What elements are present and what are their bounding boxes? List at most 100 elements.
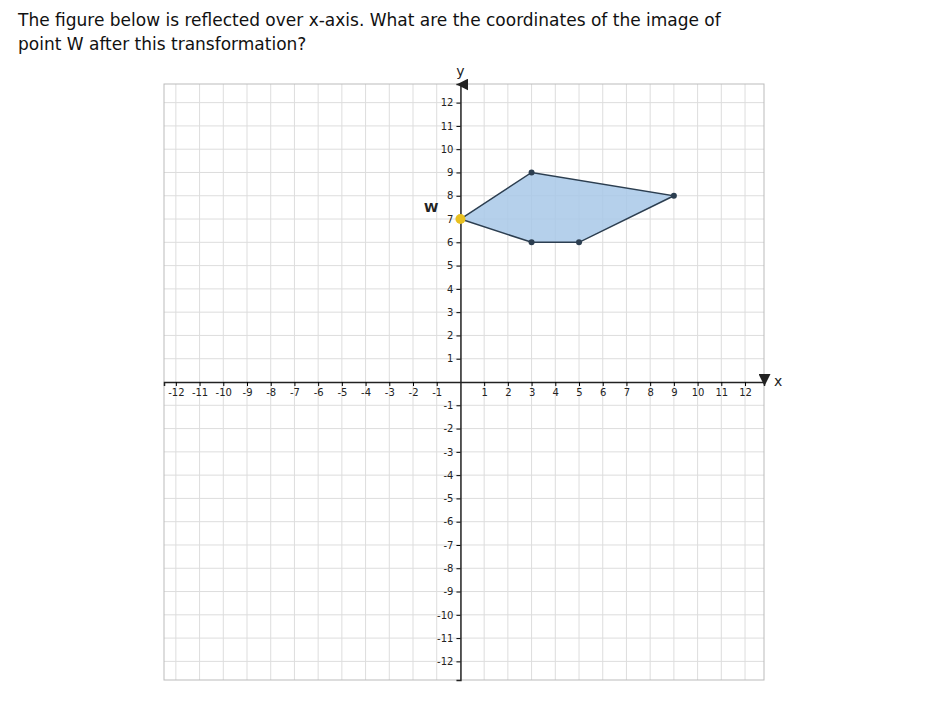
y-tick-mark — [456, 498, 460, 499]
y-tick-label: -8 — [443, 563, 453, 574]
x-tick-label: 4 — [553, 387, 559, 398]
y-axis-line — [456, 85, 461, 681]
y-tick: 1 — [447, 353, 460, 364]
grid-line-y — [164, 451, 764, 452]
y-tick-mark — [456, 312, 460, 313]
x-tick: -12 — [168, 382, 184, 398]
grid-line-y — [164, 544, 764, 545]
y-tick-label: 11 — [441, 121, 454, 132]
y-tick-label: 12 — [441, 97, 454, 108]
y-tick-label: 4 — [447, 284, 453, 295]
y-tick-mark — [456, 475, 460, 476]
title: The figure below is reflected over x-axi… — [17, 10, 722, 30]
y-tick-mark — [456, 638, 460, 639]
x-tick-label: 2 — [505, 387, 511, 398]
x-tick-label: 1 — [481, 387, 487, 398]
x-tick: -5 — [337, 382, 347, 398]
grid-line-y — [164, 568, 764, 569]
y-tick: 11 — [441, 121, 461, 132]
grid-line-y — [164, 242, 764, 243]
x-tick-mark — [721, 382, 722, 386]
x-tick: 2 — [505, 382, 511, 398]
y-tick-mark — [456, 149, 460, 150]
x-tick-mark — [579, 382, 580, 386]
y-tick-label: -5 — [443, 493, 453, 504]
grid-line-y — [164, 312, 764, 313]
x-tick-mark — [555, 382, 556, 386]
grid-line-y — [164, 125, 764, 126]
x-axis-label: x — [774, 373, 782, 389]
y-tick-label: -1 — [443, 400, 453, 411]
x-tick-mark — [271, 382, 272, 386]
x-axis-line — [165, 383, 765, 387]
y-tick-mark — [456, 103, 460, 104]
y-tick-label: 8 — [447, 190, 453, 201]
y-tick: -6 — [443, 516, 460, 527]
x-tick-mark — [650, 382, 651, 386]
x-tick-mark — [626, 382, 627, 386]
y-tick: -11 — [437, 633, 460, 644]
x-tick-mark — [223, 382, 224, 386]
y-tick-mark — [456, 522, 460, 523]
x-tick: -1 — [432, 382, 442, 398]
x-tick-mark — [247, 382, 248, 386]
x-tick: 6 — [600, 382, 606, 398]
y-tick-label: 6 — [447, 237, 453, 248]
y-tick-label: -9 — [443, 586, 453, 597]
y-tick-mark — [456, 615, 460, 616]
subtitle: point W after this transformation? — [18, 34, 306, 54]
grid-line-y — [164, 661, 764, 662]
vertex-dot — [576, 239, 582, 245]
x-tick-label: 8 — [647, 387, 653, 398]
y-tick-mark — [456, 242, 460, 243]
x-tick-label: -6 — [314, 387, 324, 398]
point-label: W — [424, 200, 438, 215]
x-tick-mark — [342, 382, 343, 386]
y-tick-mark — [456, 335, 460, 336]
y-tick-label: 1 — [447, 353, 453, 364]
x-tick-mark — [389, 382, 390, 386]
y-tick-mark — [456, 405, 460, 406]
x-tick: 11 — [715, 382, 728, 398]
y-tick: -3 — [443, 447, 460, 458]
x-tick: -11 — [192, 382, 208, 398]
x-tick-mark — [603, 382, 604, 386]
y-axis-label: y — [456, 63, 464, 79]
y-tick: -9 — [443, 586, 460, 597]
y-tick-mark — [456, 289, 460, 290]
grid-line-y — [164, 149, 764, 150]
y-tick-mark — [456, 568, 460, 569]
vertex-dot — [529, 169, 535, 175]
chart-svg: The figure below is reflected over x-axi… — [0, 0, 928, 704]
x-tick-mark — [745, 382, 746, 386]
y-tick-mark — [456, 172, 460, 173]
grid-line-y — [164, 591, 764, 592]
y-tick-mark — [456, 592, 460, 593]
grid-line-y — [164, 614, 764, 615]
grid — [164, 84, 764, 680]
y-tick: -7 — [443, 540, 460, 551]
x-tick: -4 — [361, 382, 371, 398]
x-tick: -2 — [409, 382, 419, 398]
polygon — [460, 172, 673, 242]
x-tick-label: 11 — [715, 387, 728, 398]
x-tick: 12 — [739, 382, 752, 398]
grid-line-y — [164, 521, 764, 522]
y-tick: 10 — [441, 144, 461, 155]
x-tick-mark — [294, 382, 295, 386]
y-tick-mark — [456, 126, 460, 127]
x-tick-mark — [318, 382, 319, 386]
x-tick-label: -12 — [168, 387, 184, 398]
x-tick-label: 10 — [692, 387, 705, 398]
y-tick: 2 — [447, 330, 460, 341]
x-tick-mark — [200, 382, 201, 386]
x-axis: -12-11-10-9-8-7-6-5-4-3-2-11234567891011… — [165, 382, 765, 398]
y-tick-mark — [456, 661, 460, 662]
y-tick: 4 — [447, 284, 460, 295]
x-tick-label: 5 — [576, 387, 582, 398]
x-tick-mark — [176, 382, 177, 386]
x-tick-label: -1 — [432, 387, 442, 398]
y-tick-mark — [456, 429, 460, 430]
x-tick-mark — [698, 382, 699, 386]
y-tick: 6 — [447, 237, 460, 248]
